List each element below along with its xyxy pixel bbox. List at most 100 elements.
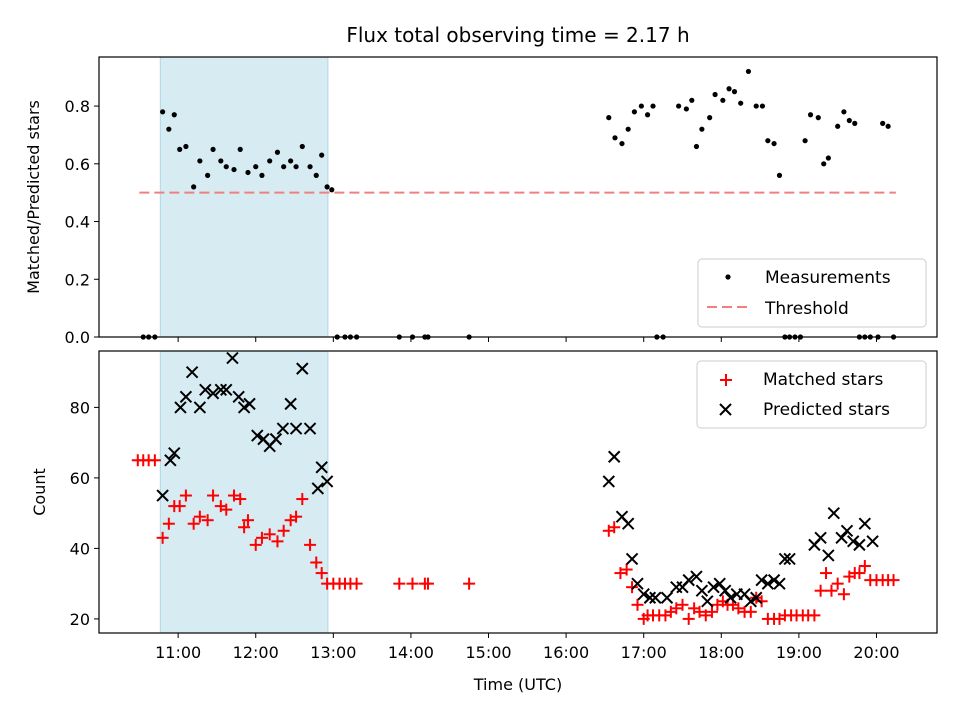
predicted-star-point: [707, 580, 720, 594]
predicted-star-stroke: [783, 552, 796, 566]
matched-star-point: [620, 563, 633, 576]
matched-star-point: [234, 493, 247, 506]
predicted-star-stroke: [631, 577, 644, 590]
count-axes-frame: [98, 350, 938, 634]
matched-star-point: [670, 602, 683, 615]
matched-star-point: [887, 574, 900, 587]
measurement-point: [191, 184, 197, 190]
matched-star-point: [201, 514, 214, 527]
predicted-star-stroke: [206, 387, 220, 400]
predicted-star-stroke: [289, 422, 303, 435]
matched-star-point: [228, 489, 241, 502]
predicted-star-stroke: [767, 573, 781, 587]
matched-star-point: [814, 584, 827, 597]
measurement-point: [852, 120, 858, 126]
count-legend: Matched stars Predicted stars: [696, 360, 927, 429]
predicted-star-point: [718, 584, 732, 597]
ratio-panel: 0.00.20.40.60.8 Matched/Predicted stars …: [24, 56, 938, 347]
matched-star-point: [831, 577, 844, 590]
matched-star-point: [699, 609, 712, 622]
ratio-legend-box: [697, 258, 927, 328]
count-y-tick-label: 60: [70, 469, 90, 488]
predicted-star-stroke: [303, 422, 317, 435]
x-tick-label: 15:00: [465, 643, 511, 662]
predicted-star-stroke: [744, 595, 757, 608]
matched-star-point: [277, 524, 290, 537]
measurement-point: [771, 140, 777, 147]
predicted-star-point: [631, 577, 644, 590]
predicted-star-stroke: [193, 401, 207, 414]
matched-star-point: [148, 454, 161, 467]
measurement-point: [689, 97, 695, 103]
measurement-point: [885, 123, 891, 129]
predicted-star-point: [853, 538, 866, 552]
ratio-legend: Measurements Threshold: [697, 258, 927, 328]
matched-star-point: [290, 510, 303, 523]
x-tick-label: 17:00: [621, 643, 667, 662]
predicted-star-stroke: [174, 401, 187, 414]
measurement-point: [625, 126, 631, 132]
predicted-star-stroke: [199, 383, 212, 396]
predicted-star-point: [643, 591, 657, 604]
predicted-star-stroke: [835, 531, 848, 545]
matched-star-point: [173, 500, 186, 513]
predicted-star-point: [767, 573, 781, 587]
ratio-x-ticks: [177, 337, 877, 342]
predicted-star-point: [174, 401, 187, 414]
measurement-point: [171, 112, 177, 118]
measurement-point: [650, 103, 656, 109]
measurement-point: [631, 109, 637, 115]
matched-star-point: [421, 577, 434, 590]
predicted-star-stroke: [276, 422, 290, 435]
matched-star-point: [255, 531, 268, 544]
predicted-star-point: [621, 517, 635, 530]
predicted-star-stroke: [608, 450, 621, 463]
predicted-star-point: [701, 595, 714, 608]
count-legend-box: [696, 360, 927, 429]
predicted-star-stroke: [168, 447, 181, 460]
measurement-point: [825, 155, 831, 161]
matched-star-point: [193, 510, 206, 523]
predicted-star-stroke: [311, 482, 325, 495]
predicted-star-stroke: [858, 517, 872, 530]
matched-star-points: [131, 454, 900, 625]
predicted-star-point: [226, 351, 239, 365]
predicted-star-stroke: [237, 401, 251, 414]
predicted-star-stroke: [707, 580, 720, 594]
measurement-point: [759, 103, 766, 109]
matched-star-point: [263, 528, 276, 541]
predicted-star-point: [269, 432, 283, 446]
measurement-point: [815, 115, 821, 121]
measurement-point: [319, 152, 325, 158]
ratio-axes-frame: [98, 56, 938, 338]
predicted-star-point: [164, 454, 177, 467]
matched-star-point: [156, 531, 169, 544]
predicted-star-point: [193, 401, 207, 414]
matched-star-point: [808, 609, 821, 622]
x-tick-label: 12:00: [233, 643, 279, 662]
predicted-star-stroke: [840, 524, 854, 537]
x-tick-label: 14:00: [388, 643, 434, 662]
measurement-point: [753, 103, 759, 109]
predicted-star-stroke: [220, 383, 233, 396]
predicted-star-stroke: [827, 506, 841, 520]
predicted-star-stroke: [701, 595, 714, 608]
predicted-star-stroke: [660, 591, 674, 604]
predicted-star-point: [755, 573, 768, 587]
legend-predicted-label: Predicted stars: [763, 400, 890, 420]
predicted-star-stroke: [320, 475, 334, 488]
predicted-star-point: [199, 383, 212, 396]
predicted-star-stroke: [822, 549, 835, 562]
predicted-star-point: [179, 390, 193, 404]
matched-star-point: [631, 598, 644, 611]
matched-star-point: [187, 517, 200, 530]
predicted-star-point: [773, 577, 786, 590]
predicted-star-point: [637, 588, 650, 601]
measurement-point: [160, 109, 166, 115]
predicted-star-point: [602, 475, 615, 488]
measurement-point: [676, 103, 682, 109]
measurement-point: [281, 164, 287, 170]
